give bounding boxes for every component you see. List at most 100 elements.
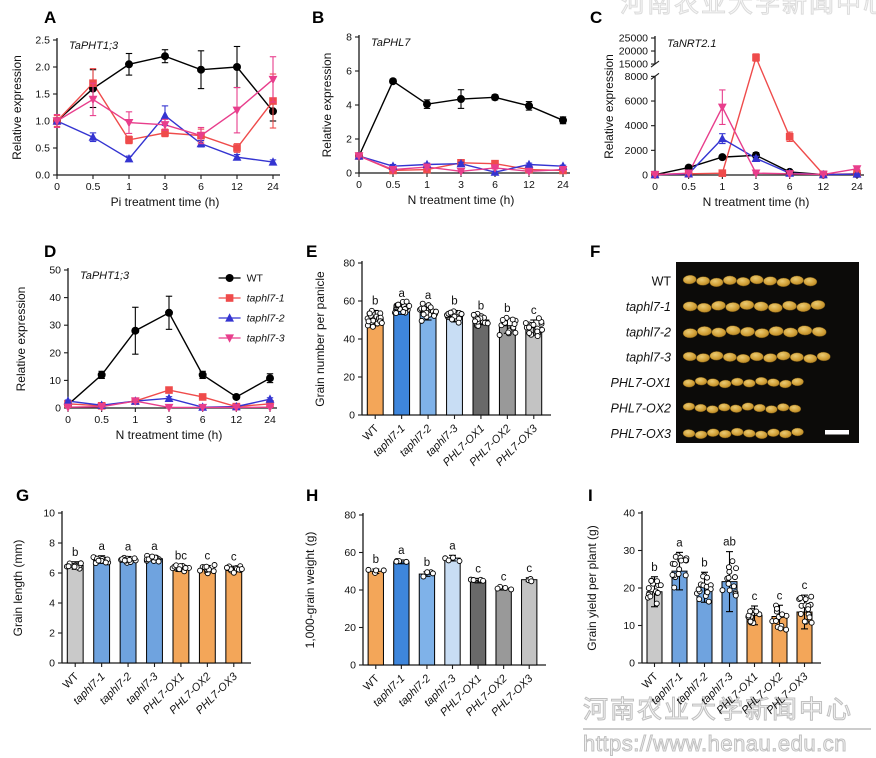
svg-text:30: 30 xyxy=(49,320,61,332)
svg-text:a: a xyxy=(98,541,105,553)
svg-text:30: 30 xyxy=(623,545,635,557)
svg-text:PHL7-OX2: PHL7-OX2 xyxy=(611,402,671,416)
svg-text:60: 60 xyxy=(343,296,355,308)
svg-text:Pi treatment time (h): Pi treatment time (h) xyxy=(111,195,220,209)
svg-text:1: 1 xyxy=(719,181,725,193)
svg-text:20: 20 xyxy=(623,583,635,595)
svg-text:a: a xyxy=(398,545,405,557)
svg-text:1: 1 xyxy=(132,414,138,426)
svg-text:6: 6 xyxy=(346,66,352,78)
svg-text:0.5: 0.5 xyxy=(35,143,50,155)
panel-letter-i: I xyxy=(588,486,593,505)
panel-letter-e: E xyxy=(306,242,318,261)
svg-text:bc: bc xyxy=(175,551,187,563)
svg-text:8: 8 xyxy=(346,32,352,44)
svg-text:taphl7-3: taphl7-3 xyxy=(247,333,285,345)
svg-text:WT: WT xyxy=(61,670,82,691)
svg-text:10: 10 xyxy=(623,620,635,632)
svg-text:c: c xyxy=(475,563,481,575)
svg-text:20000: 20000 xyxy=(619,46,648,58)
svg-text:0.5: 0.5 xyxy=(681,181,696,193)
svg-text:c: c xyxy=(777,590,783,602)
svg-text:12: 12 xyxy=(231,181,243,193)
svg-text:c: c xyxy=(204,551,210,563)
panel-letter-g: G xyxy=(16,486,30,505)
svg-text:PHL7-OX1: PHL7-OX1 xyxy=(611,376,671,390)
panel-letter-b: B xyxy=(312,8,325,27)
svg-text:0.5: 0.5 xyxy=(94,414,109,426)
svg-text:4000: 4000 xyxy=(625,120,649,132)
svg-text:20: 20 xyxy=(49,347,61,359)
svg-text:b: b xyxy=(504,303,510,315)
watermark-chinese-text: 河南农业大学新闻中心 xyxy=(583,696,854,725)
svg-text:TaPHT1;3: TaPHT1;3 xyxy=(80,270,130,282)
svg-text:2: 2 xyxy=(346,134,352,146)
svg-text:WT: WT xyxy=(361,422,382,443)
svg-text:b: b xyxy=(451,296,457,308)
panel-letter-h: H xyxy=(306,486,319,505)
svg-text:0.0: 0.0 xyxy=(35,170,50,182)
svg-text:Relative expression: Relative expression xyxy=(320,53,334,158)
svg-text:a: a xyxy=(398,288,405,300)
svg-text:taphl7-2: taphl7-2 xyxy=(626,325,671,339)
svg-text:0: 0 xyxy=(652,181,658,193)
svg-text:PHL7-OX3: PHL7-OX3 xyxy=(611,427,671,441)
svg-text:6: 6 xyxy=(200,414,206,426)
svg-text:TaNRT2.1: TaNRT2.1 xyxy=(667,38,717,50)
svg-text:b: b xyxy=(72,547,78,559)
svg-text:1: 1 xyxy=(126,181,132,193)
svg-text:Relative expression: Relative expression xyxy=(14,287,28,392)
panel-letter-c: C xyxy=(590,8,603,27)
svg-text:0.5: 0.5 xyxy=(86,181,101,193)
svg-text:N treatment time (h): N treatment time (h) xyxy=(408,193,515,207)
svg-text:24: 24 xyxy=(267,181,279,193)
svg-text:1,000-grain weight (g): 1,000-grain weight (g) xyxy=(303,532,317,649)
svg-text:b: b xyxy=(373,554,379,566)
svg-text:10: 10 xyxy=(49,375,61,387)
svg-text:c: c xyxy=(526,563,532,575)
svg-text:4: 4 xyxy=(49,598,55,610)
svg-text:0: 0 xyxy=(356,179,362,191)
svg-text:Relative expression: Relative expression xyxy=(10,55,24,160)
svg-text:a: a xyxy=(125,542,132,554)
svg-text:WT: WT xyxy=(361,672,382,693)
svg-text:60: 60 xyxy=(344,547,356,559)
svg-text:24: 24 xyxy=(264,414,276,426)
svg-text:10: 10 xyxy=(43,508,55,520)
svg-text:40: 40 xyxy=(344,585,356,597)
panel-f-photo: WT taphl7-1 taphl7-2 taphl7-3 PHL7-OX1 PHL7-O… xyxy=(611,262,859,443)
svg-text:WT: WT xyxy=(247,273,264,285)
panel-letter-a: A xyxy=(44,8,57,27)
watermark-top-text: 河南农业大学新闻中心 xyxy=(619,0,876,19)
svg-text:taphl7-2: taphl7-2 xyxy=(247,313,285,325)
svg-text:0.5: 0.5 xyxy=(386,179,401,191)
svg-text:12: 12 xyxy=(230,414,242,426)
svg-text:8: 8 xyxy=(49,538,55,550)
svg-text:Grain yield per plant (g): Grain yield per plant (g) xyxy=(585,525,599,650)
svg-text:2.5: 2.5 xyxy=(35,35,50,47)
svg-text:N treatment time (h): N treatment time (h) xyxy=(116,428,223,442)
watermark: 河南农业大学新闻中心 https://www.henau.edu.cn xyxy=(583,690,875,757)
svg-text:40: 40 xyxy=(49,292,61,304)
svg-text:c: c xyxy=(501,571,507,583)
svg-text:6: 6 xyxy=(49,568,55,580)
svg-text:12: 12 xyxy=(817,181,829,193)
svg-text:0: 0 xyxy=(346,168,352,180)
svg-text:c: c xyxy=(752,591,758,603)
svg-text:b: b xyxy=(372,296,378,308)
svg-text:TaPHL7: TaPHL7 xyxy=(371,37,411,49)
svg-text:Grain length (mm): Grain length (mm) xyxy=(11,540,25,637)
svg-text:12: 12 xyxy=(523,179,535,191)
svg-text:Relative expression: Relative expression xyxy=(602,54,616,159)
svg-text:a: a xyxy=(425,290,432,302)
svg-text:6: 6 xyxy=(492,179,498,191)
panel-letter-d: D xyxy=(44,242,57,261)
panel-d-chart: 0 10 20 30 40 50 0 0.5 1 3 6 12 24 N treatment time (… xyxy=(14,265,285,443)
panel-letter-f: F xyxy=(590,242,601,261)
svg-text:0: 0 xyxy=(642,170,648,182)
panel-a-chart: 0.0 0.5 1.0 1.5 2.0 2.5 0 0.5 1 3 6 12 24 Pi treatmen… xyxy=(10,35,280,209)
svg-text:b: b xyxy=(651,562,657,574)
